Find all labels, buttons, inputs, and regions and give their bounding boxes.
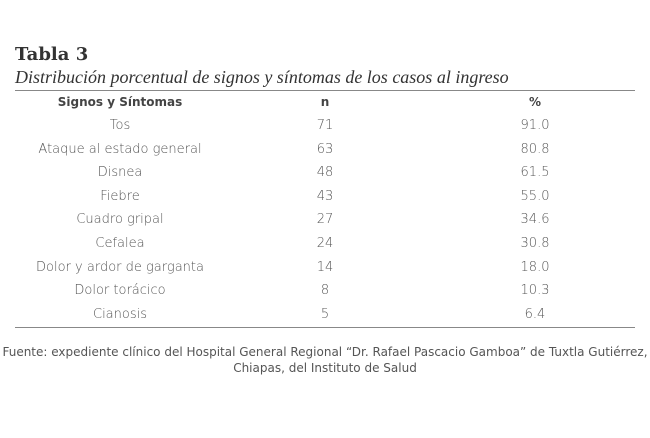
cell-sign: Dolor torácico (74, 283, 166, 299)
cell-sign: Disnea (97, 165, 143, 181)
cell-sign: Tos (109, 118, 131, 133)
cell-percent: 6.4 (524, 306, 546, 322)
table-row: Dolor y ardor de garganta 14 18.0 (15, 260, 635, 280)
cell-percent: 30.8 (520, 236, 550, 251)
cell-sign: Dolor y ardor de garganta (36, 259, 204, 275)
cell-sign: Fiebre (100, 188, 140, 204)
cell-sign: Cianosis (92, 306, 148, 322)
cell-percent: 61.5 (520, 165, 550, 181)
header-percent: % (528, 95, 542, 109)
cell-n: 63 (316, 141, 334, 157)
table-row: Cuadro gripal 27 34.6 (15, 212, 635, 232)
cell-percent: 10.3 (520, 283, 550, 299)
table-row: Cefalea 24 30.8 (15, 236, 635, 256)
table-row: Ataque al estado general 63 80.8 (15, 142, 635, 162)
cell-sign: Cefalea (95, 236, 145, 251)
cell-n: 24 (316, 236, 334, 251)
cell-percent: 18.0 (520, 259, 550, 275)
source-line-1: Fuente: expediente clínico del Hospital … (2, 345, 648, 359)
cell-sign: Cuadro gripal (76, 212, 164, 228)
cell-n: 5 (320, 306, 330, 322)
cell-n: 43 (316, 188, 334, 204)
top-rule (15, 90, 635, 91)
header-n: n (320, 95, 330, 109)
cell-n: 27 (316, 212, 334, 228)
cell-n: 48 (316, 165, 334, 181)
cell-n: 8 (320, 283, 330, 299)
table-row: Disnea 48 61.5 (15, 165, 635, 185)
table-row: Dolor torácico 8 10.3 (15, 283, 635, 303)
source-note: Fuente: expediente clínico del Hospital … (0, 344, 650, 376)
table-row: Fiebre 43 55.0 (15, 189, 635, 209)
source-line-2: Chiapas, del Instituto de Salud (233, 361, 417, 375)
cell-n: 71 (316, 118, 334, 133)
cell-n: 14 (316, 259, 334, 275)
cell-percent: 91.0 (520, 118, 550, 133)
table-row: Cianosis 5 6.4 (15, 307, 635, 327)
cell-percent: 34.6 (520, 212, 550, 228)
table-subtitle: Distribución porcentual de signos y sínt… (15, 67, 509, 87)
table-row: Tos 71 91.0 (15, 118, 635, 138)
bottom-rule (15, 327, 635, 328)
cell-sign: Ataque al estado general (38, 141, 202, 157)
table-header: Signos y Síntomas n % (15, 95, 635, 115)
table-title: Tabla 3 (15, 44, 89, 65)
cell-percent: 80.8 (520, 141, 550, 157)
header-signs: Signos y Síntomas (57, 95, 183, 109)
cell-percent: 55.0 (520, 188, 550, 204)
